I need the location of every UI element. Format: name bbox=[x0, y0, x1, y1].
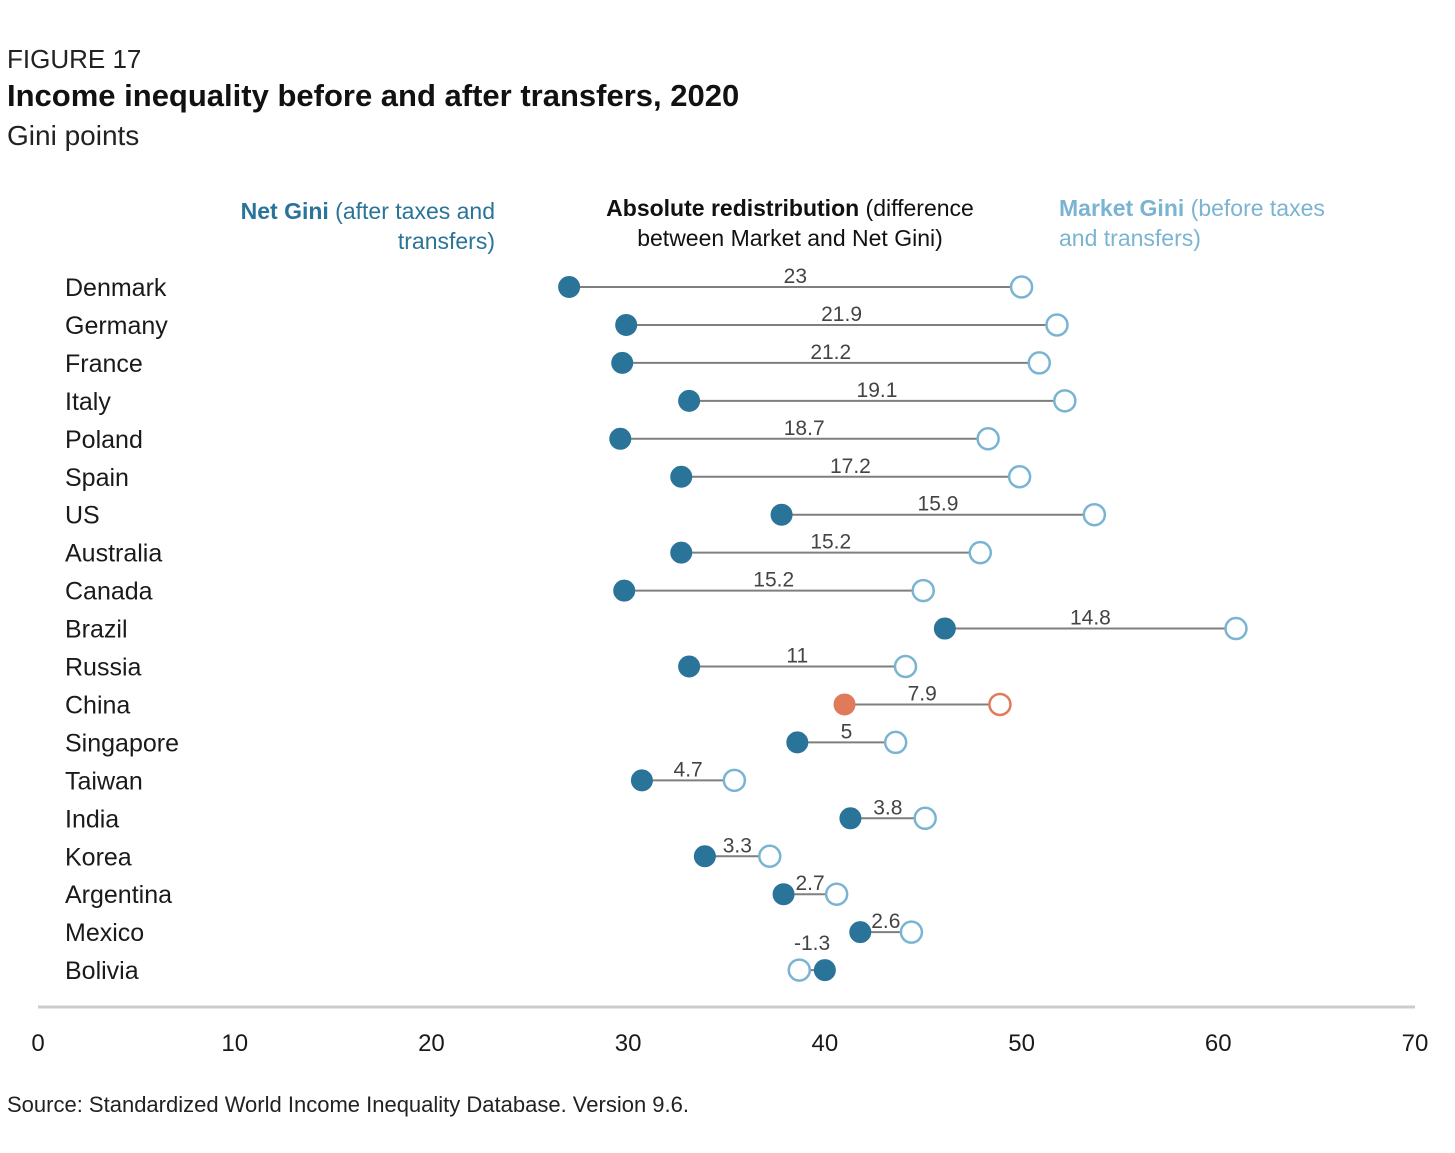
x-tick-label: 20 bbox=[418, 1030, 445, 1057]
redistribution-label: 15.2 bbox=[810, 531, 851, 554]
country-label: Argentina bbox=[65, 881, 172, 909]
redistribution-label: 15.2 bbox=[753, 569, 794, 592]
market-gini-point bbox=[1082, 502, 1107, 527]
net-gini-point bbox=[615, 313, 638, 336]
net-gini-point bbox=[693, 845, 716, 868]
legend-market-gini-title: Market Gini bbox=[1059, 195, 1185, 221]
x-tick-label: 0 bbox=[31, 1030, 44, 1057]
net-gini-point bbox=[630, 769, 653, 792]
country-label: Denmark bbox=[65, 274, 167, 302]
redistribution-label: 23 bbox=[784, 265, 807, 288]
market-gini-point bbox=[722, 768, 747, 793]
redistribution-label: 15.9 bbox=[918, 493, 959, 516]
country-label: Taiwan bbox=[65, 767, 143, 795]
net-gini-point bbox=[849, 921, 872, 944]
net-gini-point bbox=[613, 579, 636, 602]
net-gini-point bbox=[611, 351, 634, 374]
x-tick-label: 40 bbox=[812, 1030, 839, 1057]
legend-market-gini-note: (before taxes and transfers) bbox=[1059, 195, 1325, 251]
market-gini-point bbox=[1053, 389, 1077, 413]
country-label: Australia bbox=[65, 540, 162, 568]
redistribution-label: 2.7 bbox=[796, 872, 825, 895]
redistribution-label: -1.3 bbox=[794, 932, 830, 955]
market-gini-point bbox=[976, 427, 1000, 451]
net-gini-point bbox=[839, 807, 862, 830]
country-label: France bbox=[65, 350, 143, 378]
net-gini-point bbox=[833, 693, 856, 716]
legend-absolute-title: Absolute redistribution bbox=[606, 195, 860, 221]
redistribution-label: 2.6 bbox=[871, 910, 900, 933]
market-gini-point bbox=[1027, 351, 1052, 375]
net-gini-point bbox=[558, 276, 581, 298]
market-gini-point bbox=[1045, 313, 1069, 337]
country-label: Russia bbox=[65, 654, 142, 682]
net-gini-point bbox=[786, 731, 809, 754]
redistribution-label: 4.7 bbox=[674, 758, 703, 781]
net-gini-point bbox=[678, 389, 701, 412]
figure-label: FIGURE 17 bbox=[7, 44, 142, 74]
country-label: Korea bbox=[65, 843, 132, 871]
country-label: China bbox=[65, 691, 130, 719]
net-gini-point bbox=[770, 503, 793, 526]
country-label: Italy bbox=[65, 388, 111, 416]
market-gini-point bbox=[883, 730, 908, 755]
x-tick-label: 60 bbox=[1205, 1030, 1232, 1057]
country-label: Singapore bbox=[65, 729, 179, 757]
net-gini-point bbox=[813, 959, 836, 982]
chart-title: Income inequality before and after trans… bbox=[7, 78, 740, 113]
country-label: Spain bbox=[65, 464, 129, 492]
market-gini-point bbox=[988, 692, 1012, 717]
legend-net-gini-title: Net Gini bbox=[240, 198, 329, 224]
redistribution-label: 17.2 bbox=[830, 455, 871, 478]
country-label: Mexico bbox=[65, 919, 144, 947]
legend-market-gini: Market Gini (before taxes and transfers) bbox=[1059, 193, 1359, 253]
redistribution-label: 5 bbox=[841, 720, 853, 743]
x-tick-label: 30 bbox=[615, 1030, 642, 1057]
redistribution-label: 7.9 bbox=[908, 682, 937, 705]
market-gini-point bbox=[824, 882, 849, 906]
country-label: India bbox=[65, 805, 119, 833]
chart-subtitle: Gini points bbox=[7, 120, 140, 151]
market-gini-point bbox=[968, 540, 993, 565]
market-gini-point bbox=[899, 920, 924, 944]
redistribution-label: 11 bbox=[786, 645, 808, 668]
net-gini-point bbox=[678, 655, 701, 678]
x-tick-label: 10 bbox=[221, 1030, 248, 1057]
market-gini-point bbox=[913, 806, 937, 831]
country-label: Poland bbox=[65, 426, 143, 454]
redistribution-label: 19.1 bbox=[857, 379, 898, 402]
net-gini-point bbox=[609, 427, 632, 450]
market-gini-point bbox=[758, 844, 782, 868]
country-label: Germany bbox=[65, 312, 168, 340]
legend-net-gini-note: (after taxes and transfers) bbox=[328, 198, 495, 254]
market-gini-point bbox=[1224, 616, 1248, 641]
redistribution-label: 21.9 bbox=[821, 303, 862, 326]
market-gini-point bbox=[893, 654, 918, 679]
redistribution-label: 14.8 bbox=[1070, 607, 1111, 630]
x-tick-label: 70 bbox=[1402, 1030, 1429, 1057]
net-gini-point bbox=[933, 617, 956, 640]
market-gini-point bbox=[787, 958, 812, 982]
net-gini-point bbox=[670, 465, 693, 488]
legend-net-gini: Net Gini (after taxes and transfers) bbox=[200, 196, 495, 256]
redistribution-label: 3.3 bbox=[723, 834, 752, 857]
country-label: Brazil bbox=[65, 616, 128, 644]
country-label: Canada bbox=[65, 578, 153, 606]
country-label: Bolivia bbox=[65, 957, 139, 985]
legend-absolute-redistribution: Absolute redistribution (difference betw… bbox=[560, 193, 1020, 253]
x-tick-label: 50 bbox=[1008, 1030, 1035, 1057]
source-note: Source: Standardized World Income Inequa… bbox=[7, 1092, 689, 1117]
net-gini-point bbox=[772, 883, 795, 906]
redistribution-label: 18.7 bbox=[784, 417, 825, 440]
country-label: US bbox=[65, 502, 100, 530]
net-gini-point bbox=[670, 541, 693, 564]
legend-absolute-note: (difference between Market and Net Gini) bbox=[637, 195, 974, 251]
redistribution-label: 3.8 bbox=[873, 796, 902, 819]
redistribution-label: 21.2 bbox=[810, 341, 851, 364]
market-gini-point bbox=[1009, 275, 1034, 299]
market-gini-point bbox=[911, 578, 935, 603]
market-gini-point bbox=[1007, 465, 1032, 489]
